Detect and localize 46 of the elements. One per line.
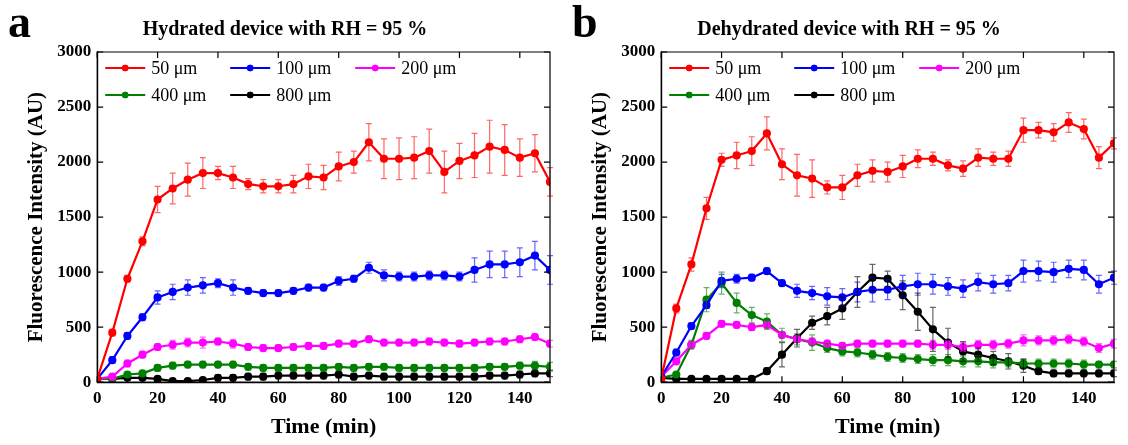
legend-label: 100 μm <box>276 57 332 78</box>
legend-label: 400 μm <box>715 84 771 105</box>
legend-label: 200 μm <box>965 57 1021 78</box>
legend-label: 400 μm <box>151 84 207 105</box>
y-axis-title: Fluorescence Intensity (AU) <box>587 91 612 343</box>
y-tick-label: 1500 <box>621 206 656 226</box>
x-axis-title: Time (min) <box>270 413 377 439</box>
y-tick-label: 1000 <box>621 261 656 281</box>
y-tick-label: 500 <box>65 316 92 336</box>
y-tick-label: 3000 <box>57 41 92 61</box>
y-tick-label: 2000 <box>57 151 92 171</box>
y-tick-label: 500 <box>629 316 656 336</box>
y-tick-label: 0 <box>82 371 92 391</box>
y-tick-label: 2500 <box>621 96 656 116</box>
y-axis-title: Fluorescence Intensity (AU) <box>23 91 48 343</box>
legend-label: 800 μm <box>276 84 332 105</box>
x-tick-label: 60 <box>269 387 287 407</box>
text: b <box>572 0 598 47</box>
x-tick-label: 100 <box>950 387 976 407</box>
x-tick-label: 40 <box>209 387 227 407</box>
x-tick-label: 60 <box>833 387 851 407</box>
legend-label: 50 μm <box>151 57 198 78</box>
y-tick-label: 2000 <box>621 151 656 171</box>
text: a <box>8 0 31 47</box>
x-tick-label: 120 <box>1010 387 1037 407</box>
y-tick-label: 1500 <box>57 206 92 226</box>
legend-label: 200 μm <box>401 57 457 78</box>
legend-label: 100 μm <box>840 57 896 78</box>
chart-title: Hydrated device with RH = 95 % <box>142 17 428 41</box>
chart-title: Dehydrated device with RH = 95 % <box>697 17 1001 41</box>
x-tick-label: 80 <box>894 387 912 407</box>
x-tick-label: 120 <box>446 387 473 407</box>
x-tick-label: 80 <box>330 387 348 407</box>
y-tick-label: 0 <box>646 371 656 391</box>
x-tick-label: 140 <box>1071 387 1097 407</box>
y-tick-label: 3000 <box>621 41 656 61</box>
x-tick-label: 140 <box>507 387 533 407</box>
y-tick-label: 1000 <box>57 261 92 281</box>
x-tick-label: 20 <box>149 387 167 407</box>
x-axis-title: Time (min) <box>834 413 941 439</box>
x-tick-label: 20 <box>713 387 731 407</box>
legend-label: 800 μm <box>840 84 896 105</box>
y-tick-label: 2500 <box>57 96 92 116</box>
x-tick-label: 40 <box>773 387 791 407</box>
x-tick-label: 100 <box>386 387 412 407</box>
legend-label: 50 μm <box>715 57 762 78</box>
